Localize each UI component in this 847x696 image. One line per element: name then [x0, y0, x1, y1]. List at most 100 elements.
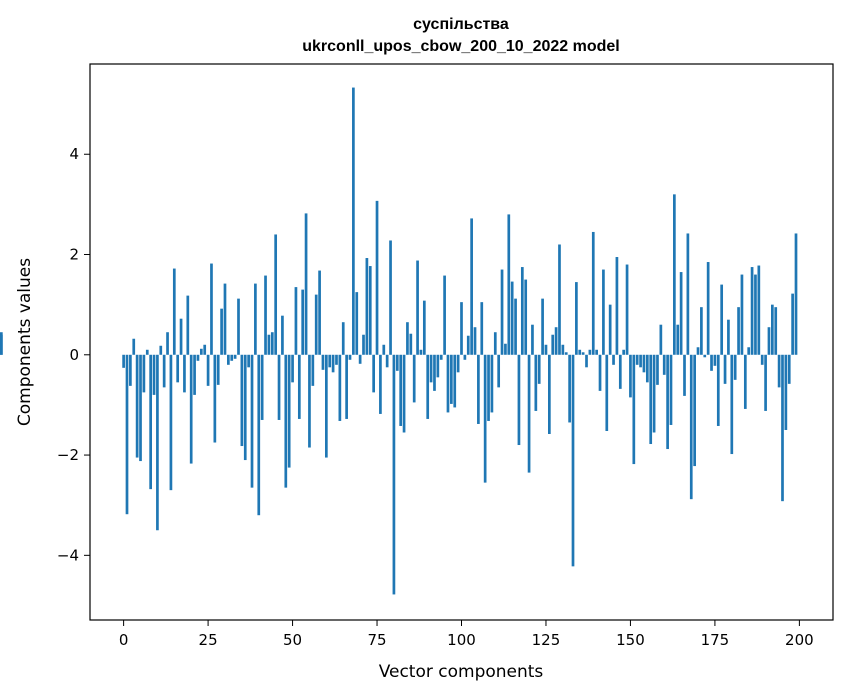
bar	[270, 332, 274, 355]
bar	[527, 354, 531, 473]
bar	[304, 213, 308, 355]
bar	[392, 354, 396, 595]
bar	[233, 354, 237, 359]
bar	[598, 354, 602, 391]
bar	[156, 354, 159, 531]
bar	[139, 354, 142, 462]
bar	[399, 354, 403, 426]
bar	[412, 354, 416, 403]
bar	[662, 354, 666, 375]
bar	[473, 327, 477, 355]
bar	[760, 354, 764, 365]
bar	[152, 354, 156, 395]
bar	[710, 354, 713, 371]
bar	[395, 354, 399, 371]
bar	[774, 307, 778, 355]
bar	[328, 354, 332, 368]
bar	[196, 354, 200, 361]
bar	[402, 354, 406, 433]
bar	[206, 354, 210, 386]
bar	[558, 244, 561, 355]
y-tick-label: −2	[57, 446, 79, 464]
bar	[172, 268, 176, 355]
y-axis-label: Components values	[15, 258, 35, 426]
bar	[591, 231, 595, 355]
bar	[220, 308, 223, 355]
bar	[426, 354, 430, 419]
bar	[287, 354, 291, 468]
bar	[193, 354, 196, 395]
bar	[490, 354, 494, 413]
bar	[673, 194, 676, 355]
bar	[183, 354, 186, 393]
bar	[750, 267, 754, 355]
y-tick-label: −4	[57, 546, 79, 564]
bar	[186, 295, 190, 355]
bar	[541, 298, 544, 355]
bar	[669, 354, 673, 425]
bar	[466, 335, 470, 355]
bar	[561, 344, 565, 355]
bar	[571, 354, 575, 567]
bar	[341, 322, 345, 355]
bar	[179, 318, 183, 355]
bar	[422, 300, 426, 355]
x-axis-label: Vector components	[379, 662, 544, 682]
bar	[771, 304, 774, 355]
bar	[203, 344, 207, 355]
bar	[531, 324, 534, 355]
bar	[199, 348, 203, 355]
bar	[372, 354, 375, 393]
y-tick-label: 0	[69, 346, 79, 364]
bar	[767, 327, 771, 355]
bar	[264, 275, 267, 355]
bar	[463, 354, 467, 360]
bar	[470, 218, 473, 355]
bar	[605, 354, 609, 431]
bar	[122, 354, 125, 368]
x-tick-label: 0	[119, 631, 129, 649]
bar	[429, 354, 433, 383]
bar	[747, 347, 751, 355]
bar	[500, 269, 504, 355]
bar	[737, 307, 740, 355]
bar	[727, 319, 730, 355]
bar	[781, 354, 784, 502]
bar	[149, 354, 152, 490]
bar	[517, 354, 521, 446]
bar	[514, 298, 517, 355]
bar	[406, 322, 409, 355]
x-tick-label: 150	[616, 631, 645, 649]
bar	[355, 292, 359, 355]
bar	[331, 354, 335, 373]
bar	[659, 324, 663, 355]
bar	[679, 272, 683, 355]
bar	[629, 354, 632, 398]
bar	[676, 324, 680, 355]
bar	[301, 289, 305, 355]
bar	[352, 87, 355, 355]
bar	[382, 344, 386, 355]
bar	[176, 354, 180, 383]
bar	[520, 267, 524, 355]
bar	[622, 349, 626, 355]
bar	[477, 354, 480, 424]
bar	[213, 354, 217, 443]
bar	[625, 264, 629, 355]
bar	[358, 354, 362, 364]
bar	[311, 354, 315, 386]
bar	[585, 354, 588, 368]
bar	[460, 302, 463, 355]
bar	[267, 334, 271, 355]
bar	[602, 269, 605, 355]
bar	[615, 257, 619, 355]
bar	[635, 354, 639, 365]
bar	[784, 354, 788, 430]
y-axis-ticks: −4 −2 0 2 4	[57, 145, 90, 564]
bar	[696, 347, 700, 355]
bar	[608, 304, 612, 355]
bar	[716, 354, 720, 426]
bar	[632, 354, 636, 465]
bar	[362, 334, 365, 355]
x-tick-label: 25	[199, 631, 218, 649]
